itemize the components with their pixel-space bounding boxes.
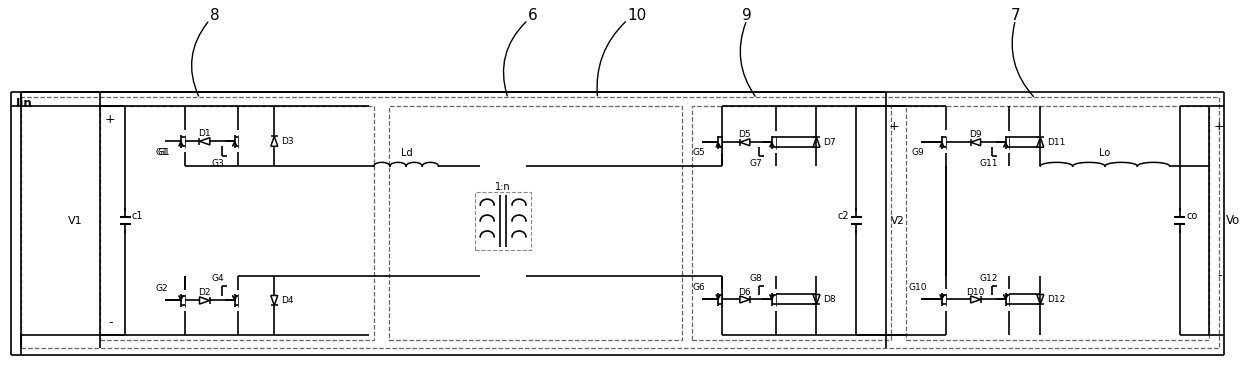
Bar xyxy=(388,106,682,340)
Text: G4: G4 xyxy=(211,274,224,283)
Bar xyxy=(21,97,1219,348)
Text: G12: G12 xyxy=(980,274,998,283)
Text: -: - xyxy=(1218,269,1221,282)
Text: G1: G1 xyxy=(157,148,170,157)
Text: G10: G10 xyxy=(909,283,928,292)
Text: -: - xyxy=(108,316,113,329)
Bar xyxy=(475,192,531,250)
Text: Ld: Ld xyxy=(401,148,413,158)
Text: G1: G1 xyxy=(155,148,169,157)
Text: G8: G8 xyxy=(749,274,763,283)
Text: G3: G3 xyxy=(211,159,224,168)
Bar xyxy=(100,106,373,340)
Text: Vo: Vo xyxy=(1226,214,1240,228)
Text: 6: 6 xyxy=(528,9,538,23)
Text: D12: D12 xyxy=(1047,295,1065,304)
Text: 8: 8 xyxy=(210,9,219,23)
Text: Lo: Lo xyxy=(1100,148,1111,158)
Text: +: + xyxy=(1214,120,1225,133)
Bar xyxy=(906,106,1209,340)
Text: D4: D4 xyxy=(280,296,293,305)
Text: G7: G7 xyxy=(749,159,763,168)
Text: G11: G11 xyxy=(980,159,998,168)
Text: D1: D1 xyxy=(198,129,211,138)
Text: V1: V1 xyxy=(68,216,83,226)
Text: 10: 10 xyxy=(627,9,647,23)
Bar xyxy=(692,106,892,340)
Text: G6: G6 xyxy=(693,283,706,292)
Text: D10: D10 xyxy=(966,287,985,296)
Text: 9: 9 xyxy=(742,9,751,23)
Text: D11: D11 xyxy=(1047,138,1065,147)
Text: D2: D2 xyxy=(198,289,211,298)
Text: G5: G5 xyxy=(693,148,706,157)
Text: 7: 7 xyxy=(1011,9,1021,23)
Text: D6: D6 xyxy=(739,287,751,296)
Text: +: + xyxy=(889,120,899,133)
Text: c1: c1 xyxy=(131,211,143,221)
Text: G2: G2 xyxy=(155,285,169,294)
Text: D7: D7 xyxy=(823,138,836,147)
Text: D8: D8 xyxy=(823,295,836,304)
Text: D9: D9 xyxy=(970,130,982,139)
Text: D3: D3 xyxy=(280,137,294,146)
Text: 1:n: 1:n xyxy=(495,182,511,192)
Text: Iin: Iin xyxy=(16,97,32,110)
Text: +: + xyxy=(105,113,115,126)
Text: D5: D5 xyxy=(739,130,751,139)
Text: c2: c2 xyxy=(838,211,849,221)
Text: G9: G9 xyxy=(911,148,924,157)
Text: V2: V2 xyxy=(892,216,905,226)
Text: co: co xyxy=(1187,211,1198,221)
